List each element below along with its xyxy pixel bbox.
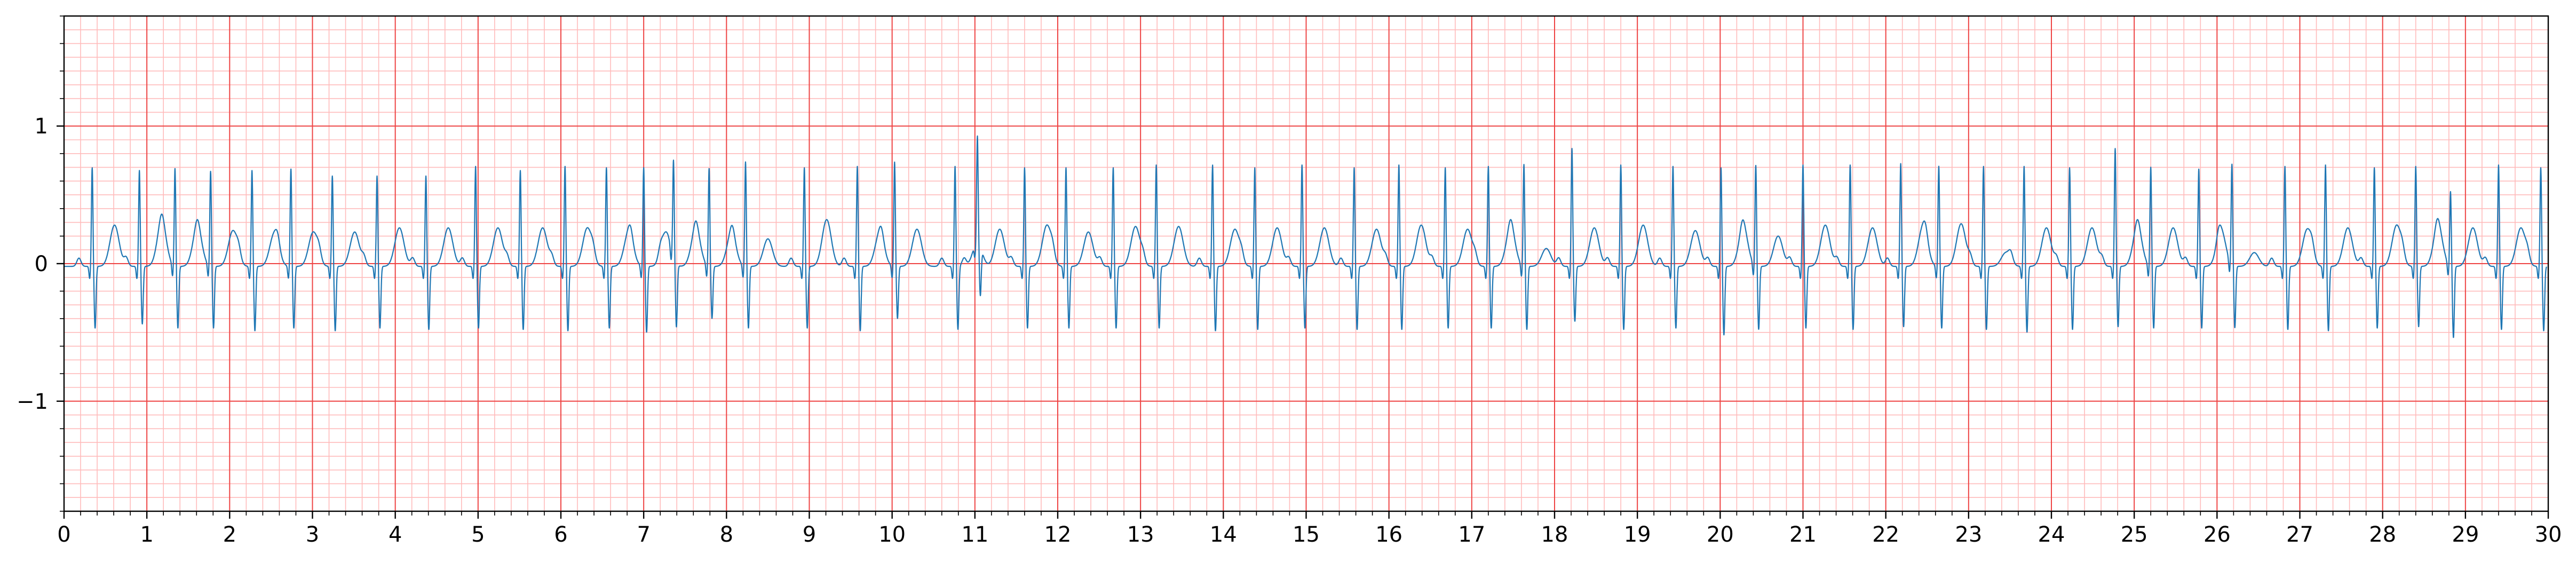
x-tick-label: 0 [57, 522, 70, 547]
x-tick-label: 10 [878, 522, 906, 547]
x-tick-label: 11 [961, 522, 988, 547]
y-axis-ticks: −1 0 1 [17, 15, 64, 512]
x-tick-label: 14 [1210, 522, 1237, 547]
x-tick-label: 21 [1789, 522, 1817, 547]
x-axis-ticks: 0 1 2 3 4 5 6 7 8 9 10 11 12 13 14 15 16 17 18 19 20 21 22 23 24… [57, 511, 2562, 547]
x-tick-label: 15 [1293, 522, 1320, 547]
x-tick-label: 4 [389, 522, 402, 547]
x-tick-label: 1 [140, 522, 153, 547]
y-tick-label: 0 [35, 252, 48, 276]
x-tick-label: 17 [1458, 522, 1485, 547]
y-tick-label: 1 [35, 114, 48, 139]
x-tick-label: 27 [2286, 522, 2313, 547]
x-tick-label: 8 [720, 522, 733, 547]
x-tick-label: 29 [2452, 522, 2479, 547]
x-tick-label: 30 [2535, 522, 2562, 547]
major-grid [64, 16, 2549, 511]
x-tick-label: 16 [1375, 522, 1402, 547]
x-tick-label: 18 [1541, 522, 1568, 547]
x-tick-label: 24 [2038, 522, 2065, 547]
x-tick-label: 3 [306, 522, 319, 547]
x-tick-label: 23 [1955, 522, 1982, 547]
x-tick-label: 13 [1127, 522, 1154, 547]
x-tick-label: 12 [1044, 522, 1072, 547]
x-tick-label: 2 [223, 522, 236, 547]
x-tick-label: 19 [1624, 522, 1651, 547]
x-tick-label: 25 [2121, 522, 2148, 547]
x-tick-label: 9 [803, 522, 816, 547]
x-tick-label: 7 [637, 522, 650, 547]
x-tick-label: 22 [1872, 522, 1899, 547]
x-tick-label: 28 [2369, 522, 2396, 547]
x-tick-label: 20 [1707, 522, 1734, 547]
x-tick-label: 26 [2204, 522, 2231, 547]
ecg-trace-line [64, 135, 2547, 338]
x-tick-label: 5 [471, 522, 485, 547]
y-tick-label: −1 [17, 390, 48, 414]
x-tick-label: 6 [554, 522, 567, 547]
